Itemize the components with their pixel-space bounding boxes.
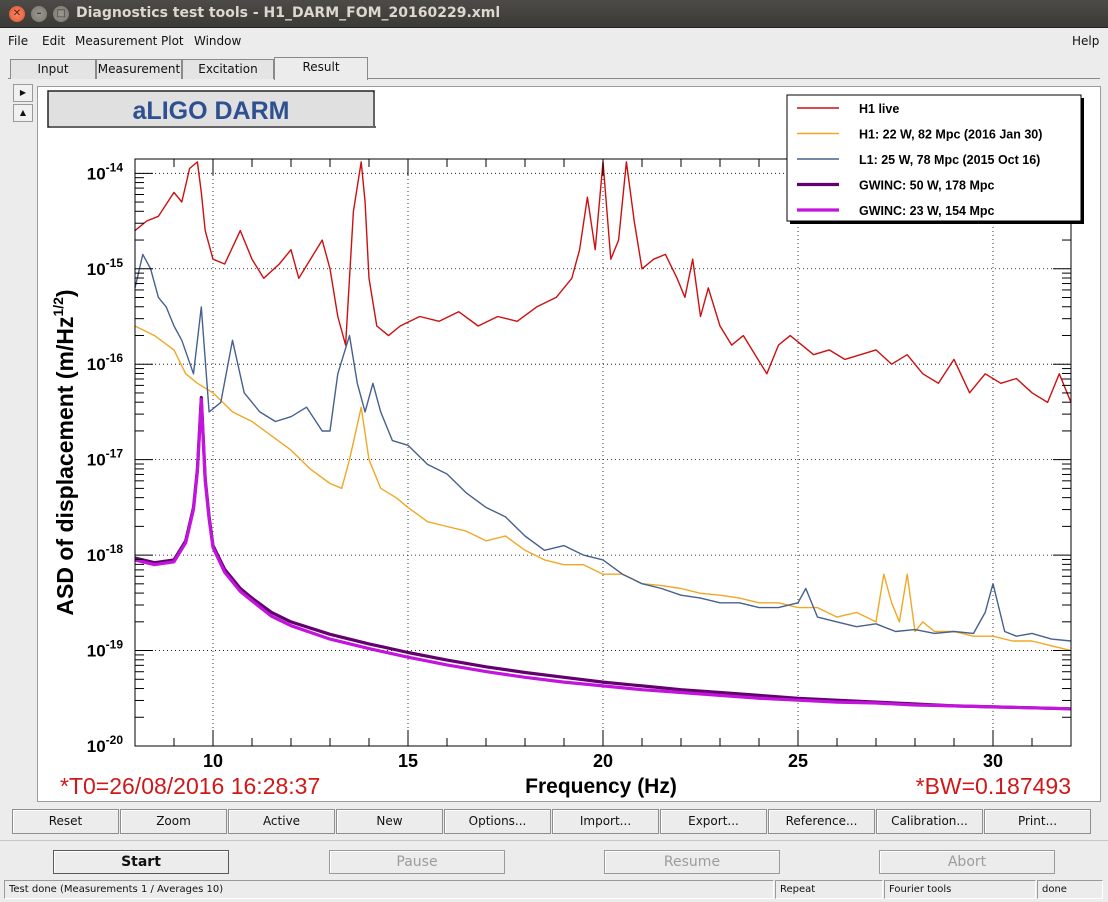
x-axis-label: Frequency (Hz): [525, 775, 677, 798]
menu-measurement[interactable]: Measurement: [75, 34, 158, 48]
title-box: [47, 90, 375, 128]
minimize-window-button[interactable]: –: [31, 6, 47, 22]
x-tick-label: 20: [593, 751, 613, 771]
window-title-bar: ✕ – □ Diagnostics test tools - H1_DARM_F…: [0, 0, 1108, 28]
close-icon: ✕: [12, 8, 22, 19]
series-group: [134, 161, 1072, 711]
x-tick-label: 30: [983, 751, 1003, 771]
y-tick-label: 10-18: [87, 542, 124, 565]
pad-up-button[interactable]: ▲: [13, 104, 33, 122]
window-title: Diagnostics test tools - H1_DARM_FOM_201…: [76, 5, 501, 21]
legend-entry: H1 live: [859, 102, 899, 116]
legend-entry: H1: 22 W, 82 Mpc (2016 Jan 30): [859, 128, 1042, 142]
grid: [135, 159, 1071, 747]
close-window-button[interactable]: ✕: [9, 6, 25, 22]
menu-file[interactable]: File: [8, 34, 29, 48]
up-arrow-icon: ▲: [19, 108, 27, 117]
status-tool: Fourier tools: [884, 880, 1036, 899]
right-arrow-icon: ▶: [19, 88, 27, 97]
reset-button[interactable]: Reset: [12, 809, 119, 834]
status-state: done: [1037, 880, 1103, 899]
calibration-button[interactable]: Calibration...: [876, 809, 983, 834]
bandwidth-label: *BW=0.187493: [916, 773, 1071, 799]
legend-entry: GWINC: 23 W, 154 Mpc: [859, 204, 994, 218]
x-tick-label: 10: [203, 751, 223, 771]
resume-button[interactable]: Resume: [604, 850, 780, 874]
asd-plot[interactable]: aLIGO DARM 10 15 20 25 30 10-14 10-15 10-16 10-1…: [38, 87, 1102, 803]
status-message: Test done (Measurements 1 / Averages 10): [4, 880, 774, 899]
new-button[interactable]: New: [336, 809, 443, 834]
import-button[interactable]: Import...: [552, 809, 659, 834]
minimize-icon: –: [36, 8, 42, 19]
abort-button[interactable]: Abort: [879, 850, 1055, 874]
tab-bar: Input Measurement Excitation Result: [8, 57, 1100, 80]
y-tick-label: 10-20: [87, 733, 124, 756]
expand-panel-button[interactable]: ▶: [13, 84, 33, 102]
menu-bar: File Edit Measurement Plot Window Help: [0, 28, 1108, 54]
menu-plot[interactable]: Plot: [161, 34, 184, 48]
y-tick-label: 10-14: [87, 160, 124, 183]
maximize-icon: □: [56, 8, 66, 19]
plot-canvas[interactable]: aLIGO DARM 10 15 20 25 30 10-14 10-15 10-16 10-1…: [37, 86, 1101, 802]
menu-window[interactable]: Window: [194, 34, 242, 48]
tab-input[interactable]: Input: [10, 59, 96, 79]
legend-box: [786, 94, 1082, 222]
series-line-2: [134, 253, 1072, 642]
ticks: 10 15 20 25 30 10-14 10-15 10-16 10-17 10-18 10-19…: [87, 159, 1072, 771]
y-tick-label: 10-17: [87, 447, 124, 470]
maximize-window-button[interactable]: □: [53, 6, 69, 22]
legend-entry: GWINC: 50 W, 178 Mpc: [859, 179, 994, 193]
tab-excitation[interactable]: Excitation: [182, 59, 274, 79]
menu-edit[interactable]: Edit: [42, 34, 66, 48]
reference-button[interactable]: Reference...: [768, 809, 875, 834]
series-line-1: [134, 325, 1072, 652]
zoom-button[interactable]: Zoom: [120, 809, 227, 834]
x-tick-label: 15: [398, 751, 418, 771]
y-tick-label: 10-15: [87, 256, 124, 279]
print-button[interactable]: Print...: [984, 809, 1091, 834]
legend: H1 live H1: 22 W, 82 Mpc (2016 Jan 30) L1:…: [786, 94, 1084, 224]
series-line-0: [134, 161, 1072, 404]
active-button[interactable]: Active: [228, 809, 335, 834]
y-axis-label: ASD of displacement (m/Hz1/2): [50, 289, 78, 615]
series-line-4: [134, 397, 1072, 711]
x-tick-label: 25: [788, 751, 808, 771]
options-button[interactable]: Options...: [444, 809, 551, 834]
tab-measurement[interactable]: Measurement: [96, 59, 182, 79]
plot-title: aLIGO DARM: [133, 97, 290, 125]
export-button[interactable]: Export...: [660, 809, 767, 834]
legend-entry: L1: 25 W, 78 Mpc (2015 Oct 16): [859, 153, 1040, 167]
tab-result[interactable]: Result: [274, 57, 368, 80]
series-line-3: [134, 396, 1072, 711]
menu-help[interactable]: Help: [1072, 34, 1100, 48]
separator: [0, 840, 1108, 841]
start-button[interactable]: Start: [53, 850, 229, 874]
status-mode: Repeat: [775, 880, 883, 899]
y-tick-label: 10-16: [87, 351, 124, 374]
t0-label: *T0=26/08/2016 16:28:37: [60, 773, 320, 799]
pause-button[interactable]: Pause: [329, 850, 505, 874]
y-tick-label: 10-19: [87, 638, 124, 661]
